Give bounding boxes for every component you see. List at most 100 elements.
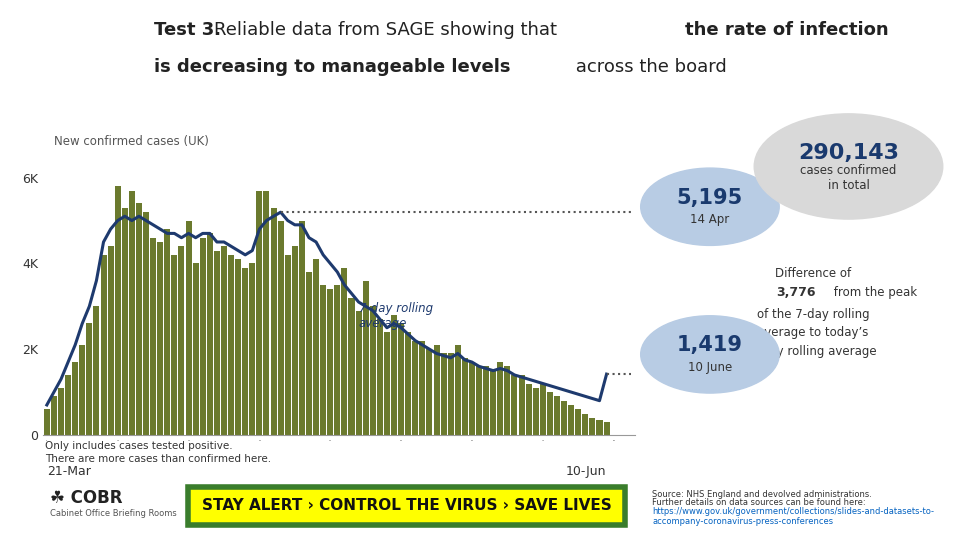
- Bar: [461, 358, 467, 435]
- Bar: [532, 388, 538, 435]
- Text: Cabinet Office Briefing Rooms: Cabinet Office Briefing Rooms: [50, 509, 177, 518]
- Bar: [291, 246, 298, 435]
- Text: 10 June: 10 June: [687, 361, 731, 374]
- Bar: [476, 366, 481, 435]
- Bar: [348, 297, 355, 435]
- Bar: [497, 362, 503, 435]
- Bar: [72, 362, 78, 435]
- Bar: [143, 212, 149, 435]
- Bar: [419, 340, 425, 435]
- Bar: [405, 332, 410, 435]
- Text: New confirmed cases (UK): New confirmed cases (UK): [54, 135, 209, 148]
- Bar: [157, 242, 163, 435]
- Bar: [284, 255, 290, 435]
- Bar: [589, 418, 595, 435]
- Text: 10-Jun: 10-Jun: [565, 465, 606, 478]
- Bar: [560, 401, 566, 435]
- Text: ☘ COBR: ☘ COBR: [50, 489, 122, 507]
- Bar: [412, 340, 418, 435]
- Bar: [122, 208, 128, 435]
- Text: Difference of: Difference of: [774, 267, 850, 280]
- Bar: [447, 353, 454, 435]
- Text: STAY ALERT › CONTROL THE VIRUS › SAVE LIVES: STAY ALERT › CONTROL THE VIRUS › SAVE LI…: [202, 498, 610, 513]
- Bar: [369, 306, 376, 435]
- Text: from the peak: from the peak: [829, 286, 917, 299]
- Bar: [207, 234, 212, 435]
- Bar: [554, 396, 559, 435]
- Text: the rate of infection: the rate of infection: [684, 20, 888, 39]
- Text: https://www.gov.uk/government/collections/slides-and-datasets-to-
accompany-coro: https://www.gov.uk/government/collection…: [652, 507, 933, 526]
- Text: 7-day rolling average: 7-day rolling average: [749, 345, 875, 358]
- Bar: [490, 371, 496, 435]
- Text: average to today’s: average to today’s: [756, 326, 868, 339]
- Text: of the 7-day rolling: of the 7-day rolling: [755, 308, 869, 321]
- Bar: [234, 259, 241, 435]
- Bar: [86, 323, 92, 435]
- Bar: [398, 323, 404, 435]
- Text: Source: NHS England and devolved administrations.: Source: NHS England and devolved adminis…: [652, 490, 872, 499]
- Bar: [129, 191, 135, 435]
- Bar: [200, 238, 206, 435]
- Bar: [603, 422, 609, 435]
- Text: across the board: across the board: [569, 58, 726, 76]
- Text: 290,143: 290,143: [798, 143, 898, 163]
- Bar: [58, 388, 64, 435]
- Text: is decreasing to manageable levels: is decreasing to manageable levels: [154, 58, 510, 76]
- Text: 3,776: 3,776: [776, 286, 815, 299]
- Bar: [185, 221, 191, 435]
- Bar: [263, 191, 269, 435]
- Bar: [334, 285, 340, 435]
- Bar: [341, 268, 347, 435]
- Bar: [299, 221, 305, 435]
- Bar: [114, 186, 120, 435]
- Text: Test 3.: Test 3.: [154, 20, 221, 39]
- Text: Only includes cases tested positive.: Only includes cases tested positive.: [45, 441, 233, 452]
- Bar: [518, 375, 524, 435]
- Bar: [221, 246, 227, 435]
- Bar: [426, 349, 432, 435]
- Bar: [455, 345, 460, 435]
- Bar: [525, 383, 531, 435]
- Bar: [327, 289, 333, 435]
- Bar: [482, 366, 488, 435]
- Bar: [433, 345, 439, 435]
- Bar: [440, 353, 446, 435]
- Bar: [44, 409, 50, 435]
- Bar: [511, 375, 517, 435]
- Bar: [270, 208, 277, 435]
- Bar: [79, 345, 86, 435]
- Bar: [178, 246, 185, 435]
- Text: 1,419: 1,419: [677, 335, 742, 355]
- Text: 5,195: 5,195: [677, 187, 742, 208]
- Bar: [51, 396, 57, 435]
- Bar: [596, 420, 602, 435]
- Bar: [136, 204, 142, 435]
- Text: There are more cases than confirmed here.: There are more cases than confirmed here…: [45, 454, 271, 464]
- Bar: [568, 405, 574, 435]
- Bar: [390, 315, 397, 435]
- Text: 14 Apr: 14 Apr: [690, 213, 728, 226]
- Text: Further details on data sources can be found here:: Further details on data sources can be f…: [652, 498, 865, 507]
- Bar: [108, 246, 113, 435]
- Text: 21-Mar: 21-Mar: [47, 465, 90, 478]
- Bar: [100, 255, 107, 435]
- Bar: [228, 255, 234, 435]
- Bar: [312, 259, 319, 435]
- Bar: [249, 264, 255, 435]
- Bar: [362, 280, 368, 435]
- Bar: [539, 383, 545, 435]
- Bar: [504, 366, 510, 435]
- Text: cases confirmed
in total: cases confirmed in total: [800, 164, 896, 192]
- Bar: [257, 191, 262, 435]
- FancyBboxPatch shape: [187, 487, 625, 525]
- Text: 7-day rolling
average: 7-day rolling average: [358, 302, 432, 330]
- Bar: [164, 229, 170, 435]
- Bar: [93, 306, 99, 435]
- Bar: [278, 221, 283, 435]
- Bar: [171, 255, 177, 435]
- Text: Reliable data from SAGE showing that: Reliable data from SAGE showing that: [213, 20, 562, 39]
- Bar: [377, 319, 382, 435]
- Bar: [356, 310, 361, 435]
- Bar: [581, 413, 588, 435]
- Bar: [192, 264, 198, 435]
